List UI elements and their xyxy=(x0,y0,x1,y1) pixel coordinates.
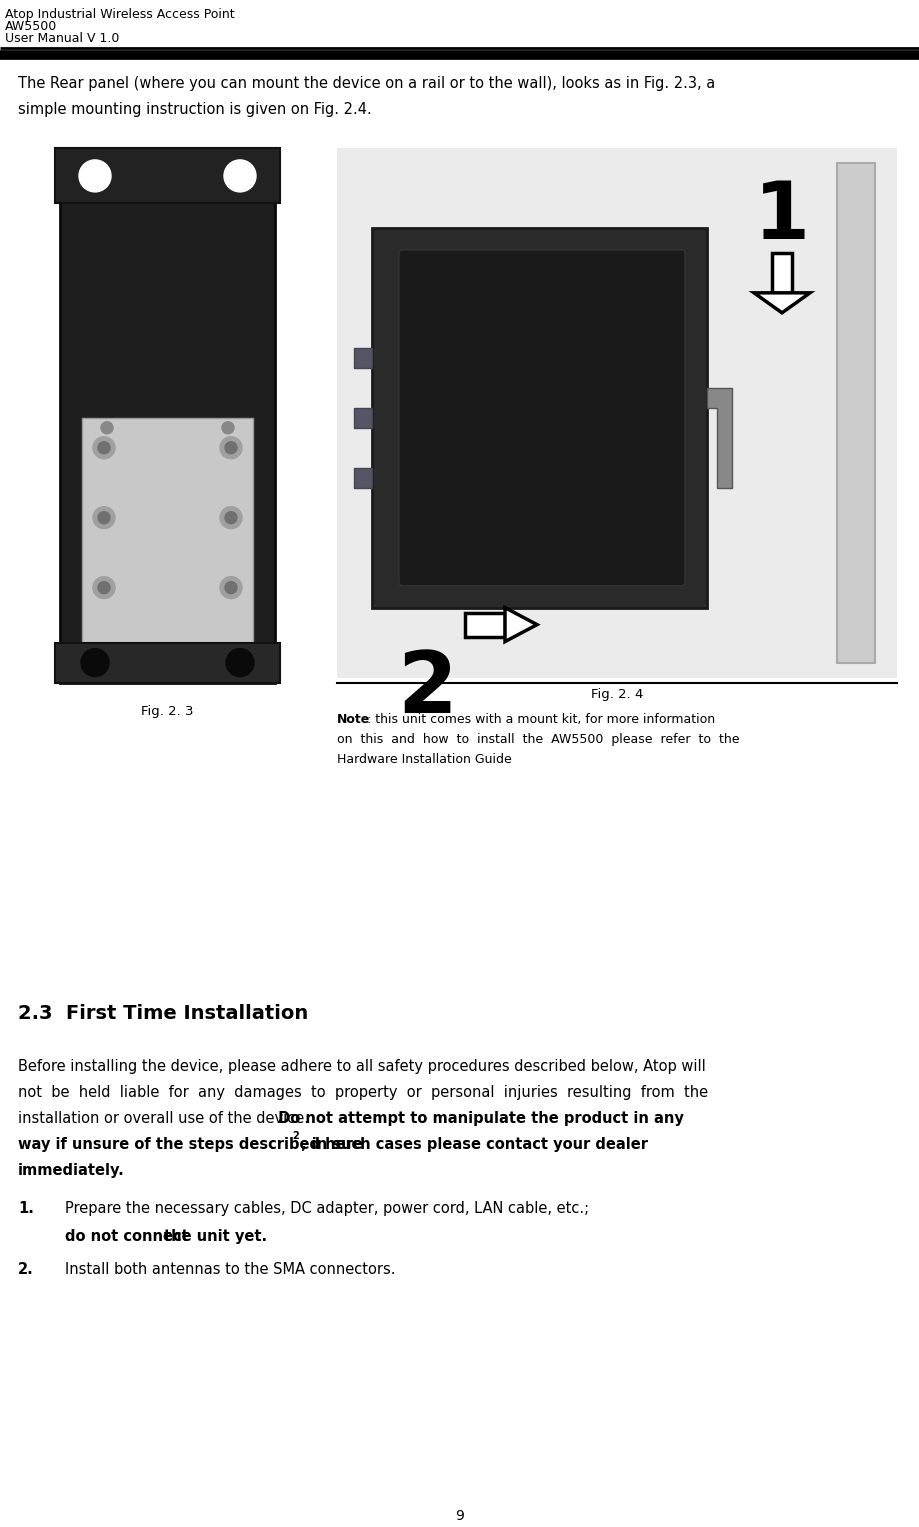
Text: , in such cases please contact your dealer: , in such cases please contact your deal… xyxy=(301,1138,647,1153)
Text: 9: 9 xyxy=(455,1509,464,1522)
Circle shape xyxy=(93,437,115,458)
Text: the unit yet.: the unit yet. xyxy=(164,1229,267,1245)
Circle shape xyxy=(79,160,111,192)
Polygon shape xyxy=(505,608,537,641)
Text: installation or overall use of the device.: installation or overall use of the devic… xyxy=(18,1112,309,1127)
Circle shape xyxy=(220,437,242,458)
FancyBboxPatch shape xyxy=(55,643,279,683)
Text: 1: 1 xyxy=(754,177,809,257)
Circle shape xyxy=(220,577,242,599)
Text: Install both antennas to the SMA connectors.: Install both antennas to the SMA connect… xyxy=(65,1263,395,1277)
Text: on  this  and  how  to  install  the  AW5500  please  refer  to  the: on this and how to install the AW5500 pl… xyxy=(336,733,739,745)
Text: Atop Industrial Wireless Access Point: Atop Industrial Wireless Access Point xyxy=(5,8,234,21)
Circle shape xyxy=(220,507,242,528)
FancyBboxPatch shape xyxy=(771,253,791,293)
Text: not  be  held  liable  for  any  damages  to  property  or  personal  injuries  : not be held liable for any damages to pr… xyxy=(18,1086,708,1101)
Text: 2.: 2. xyxy=(18,1263,34,1277)
FancyBboxPatch shape xyxy=(354,348,371,368)
Circle shape xyxy=(225,582,237,594)
FancyBboxPatch shape xyxy=(399,250,685,586)
Polygon shape xyxy=(706,388,732,487)
Circle shape xyxy=(225,512,237,524)
Text: way if unsure of the steps described here: way if unsure of the steps described her… xyxy=(18,1138,362,1153)
Circle shape xyxy=(98,512,110,524)
Text: 1.: 1. xyxy=(18,1202,34,1217)
Circle shape xyxy=(221,421,233,434)
Circle shape xyxy=(81,649,108,676)
Text: User Manual V 1.0: User Manual V 1.0 xyxy=(5,32,119,44)
Circle shape xyxy=(98,441,110,454)
Circle shape xyxy=(223,160,255,192)
Circle shape xyxy=(225,441,237,454)
Text: immediately.: immediately. xyxy=(18,1164,125,1179)
Text: do not connect: do not connect xyxy=(65,1229,188,1245)
Text: : this unit comes with a mount kit, for more information: : this unit comes with a mount kit, for … xyxy=(367,713,714,725)
Text: Fig. 2. 4: Fig. 2. 4 xyxy=(590,687,642,701)
Text: Do not attempt to manipulate the product in any: Do not attempt to manipulate the product… xyxy=(273,1112,684,1127)
Text: 2: 2 xyxy=(397,647,457,730)
Polygon shape xyxy=(754,293,809,313)
Text: Prepare the necessary cables, DC adapter, power cord, LAN cable, etc.;: Prepare the necessary cables, DC adapter… xyxy=(65,1202,588,1217)
Circle shape xyxy=(226,649,254,676)
FancyBboxPatch shape xyxy=(336,148,896,678)
Circle shape xyxy=(98,582,110,594)
Circle shape xyxy=(93,577,115,599)
FancyBboxPatch shape xyxy=(354,408,371,428)
Text: Before installing the device, please adhere to all safety procedures described b: Before installing the device, please adh… xyxy=(18,1060,705,1075)
Text: The Rear panel (where you can mount the device on a rail or to the wall), looks : The Rear panel (where you can mount the … xyxy=(18,76,714,92)
FancyBboxPatch shape xyxy=(464,612,505,637)
FancyBboxPatch shape xyxy=(354,467,371,487)
FancyBboxPatch shape xyxy=(82,418,253,647)
Text: Hardware Installation Guide: Hardware Installation Guide xyxy=(336,753,511,765)
Text: 2: 2 xyxy=(292,1132,299,1141)
Text: Note: Note xyxy=(336,713,369,725)
Text: AW5500: AW5500 xyxy=(5,20,57,34)
Circle shape xyxy=(93,507,115,528)
FancyBboxPatch shape xyxy=(836,163,874,663)
Text: Fig. 2. 3: Fig. 2. 3 xyxy=(142,704,194,718)
Circle shape xyxy=(101,421,113,434)
FancyBboxPatch shape xyxy=(55,148,279,203)
Text: simple mounting instruction is given on Fig. 2.4.: simple mounting instruction is given on … xyxy=(18,102,371,118)
FancyBboxPatch shape xyxy=(371,228,706,608)
Text: 2.3  First Time Installation: 2.3 First Time Installation xyxy=(18,1005,308,1023)
FancyBboxPatch shape xyxy=(60,148,275,683)
